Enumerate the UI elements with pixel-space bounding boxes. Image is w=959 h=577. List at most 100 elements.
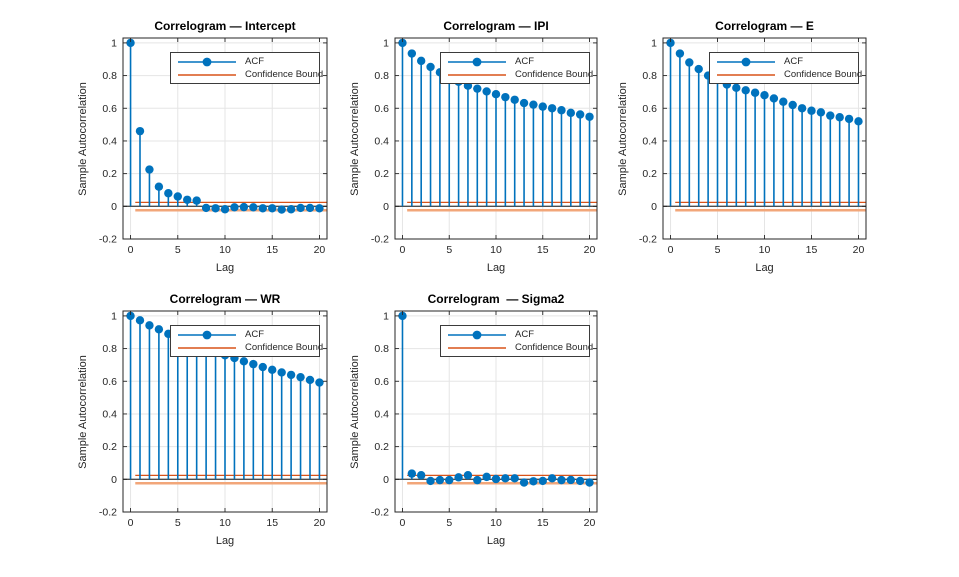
svg-text:10: 10: [759, 244, 771, 256]
svg-text:1: 1: [383, 310, 389, 322]
acf-marker: [529, 477, 538, 486]
confidence-bounds: [675, 201, 866, 212]
acf-line-marker-icon: [448, 57, 506, 66]
x-axis-label: Lag: [486, 262, 506, 274]
acf-marker: [482, 472, 491, 482]
acf-marker: [491, 90, 501, 99]
subplot-title: Correlogram — Sigma2: [427, 292, 565, 306]
acf-marker: [164, 189, 173, 198]
svg-text:0.8: 0.8: [642, 70, 657, 82]
svg-text:5: 5: [446, 244, 452, 256]
confidence-bounds: [135, 474, 327, 485]
acf-marker: [277, 368, 286, 377]
acf-marker: [305, 203, 315, 213]
legend: ACF Confidence Bound: [440, 52, 593, 84]
svg-text:0: 0: [128, 244, 134, 256]
svg-text:0: 0: [651, 201, 657, 213]
acf-marker: [277, 205, 286, 214]
svg-text:5: 5: [715, 244, 721, 256]
svg-text:20: 20: [314, 244, 326, 256]
acf-marker: [510, 474, 519, 483]
acf-marker: [239, 202, 249, 212]
acf-marker: [220, 205, 230, 214]
svg-text:0.6: 0.6: [374, 103, 389, 115]
svg-text:0.6: 0.6: [374, 376, 389, 388]
axis-tick-labels: 0 5 10 15 20 -0.2 0 0.2 0.4 0.6 0.8 1: [371, 37, 596, 256]
svg-text:0: 0: [128, 517, 134, 529]
acf-marker: [501, 474, 510, 483]
acf-marker: [183, 195, 192, 204]
acf-marker: [788, 100, 797, 110]
acf-marker: [296, 203, 305, 213]
acf-marker: [445, 475, 454, 485]
subplot-wr: Correlogram — WR Sample Autocorrelation …: [77, 292, 328, 547]
acf-marker: [473, 84, 482, 93]
tick-marks: [123, 38, 327, 240]
svg-text:5: 5: [175, 244, 181, 256]
subplot-ipi: Correlogram — IPI Sample Autocorrelation…: [349, 19, 598, 274]
acf-marker: [154, 182, 164, 191]
svg-text:-0.2: -0.2: [99, 507, 117, 519]
legend-label: ACF: [515, 329, 534, 340]
acf-marker: [315, 204, 324, 213]
acf-marker: [519, 98, 529, 108]
svg-text:10: 10: [490, 517, 502, 529]
svg-text:1: 1: [111, 37, 117, 49]
svg-text:0: 0: [111, 201, 117, 213]
subplot-title: Correlogram — WR: [169, 292, 281, 306]
acf-marker: [435, 475, 445, 485]
acf-marker: [211, 204, 220, 213]
confidence-bounds: [407, 201, 597, 212]
acf-marker: [416, 471, 426, 480]
acf-line-marker-icon: [448, 330, 506, 339]
acf-marker: [491, 474, 501, 484]
acf-marker: [566, 108, 576, 118]
svg-text:0.2: 0.2: [642, 168, 657, 180]
acf-marker: [826, 111, 835, 120]
acf-marker: [694, 64, 703, 74]
svg-text:20: 20: [314, 517, 326, 529]
svg-text:0.4: 0.4: [374, 408, 389, 420]
acf-stems: [398, 38, 594, 207]
acf-marker: [454, 473, 463, 482]
acf-stems: [666, 38, 863, 207]
subplot-sigma2: Correlogram — Sigma2 Sample Autocorrelat…: [349, 292, 598, 547]
svg-text:0.2: 0.2: [102, 168, 117, 180]
tick-marks: [395, 38, 597, 240]
svg-text:0.6: 0.6: [102, 103, 117, 115]
acf-marker: [519, 478, 529, 487]
svg-text:0: 0: [111, 474, 117, 486]
acf-marker: [732, 83, 741, 93]
acf-marker: [398, 38, 407, 48]
acf-marker: [135, 126, 145, 136]
acf-marker: [750, 88, 760, 97]
acf-marker: [407, 469, 417, 478]
x-axis-label: Lag: [215, 262, 235, 274]
legend-item-confidence-bound: Confidence Bound: [441, 68, 593, 81]
svg-text:20: 20: [584, 244, 596, 256]
axis-tick-labels: 0 5 10 15 20 -0.2 0 0.2 0.4 0.6 0.8 1: [639, 37, 865, 256]
svg-text:20: 20: [853, 244, 865, 256]
legend-item-confidence-bound: Confidence Bound: [710, 68, 862, 81]
acf-marker: [779, 97, 788, 106]
acf-marker: [286, 205, 296, 214]
acf-marker: [501, 92, 510, 102]
acf-marker: [249, 203, 258, 212]
confidence-line-icon: [717, 73, 775, 76]
acf-marker: [426, 476, 435, 486]
confidence-line-icon: [448, 346, 506, 349]
svg-text:0: 0: [383, 474, 389, 486]
svg-text:0.2: 0.2: [374, 441, 389, 453]
acf-marker: [835, 113, 844, 122]
legend-item-acf: ACF: [171, 328, 319, 341]
acf-marker: [126, 38, 135, 48]
acf-marker: [192, 196, 201, 205]
acf-marker: [816, 108, 826, 117]
subplot-title: Correlogram — E: [715, 19, 814, 33]
svg-text:0.4: 0.4: [642, 135, 657, 147]
x-axis-label: Lag: [486, 535, 506, 547]
svg-text:-0.2: -0.2: [371, 234, 389, 246]
svg-text:0: 0: [668, 244, 674, 256]
legend-item-confidence-bound: Confidence Bound: [171, 68, 323, 81]
legend-label: ACF: [784, 56, 803, 67]
